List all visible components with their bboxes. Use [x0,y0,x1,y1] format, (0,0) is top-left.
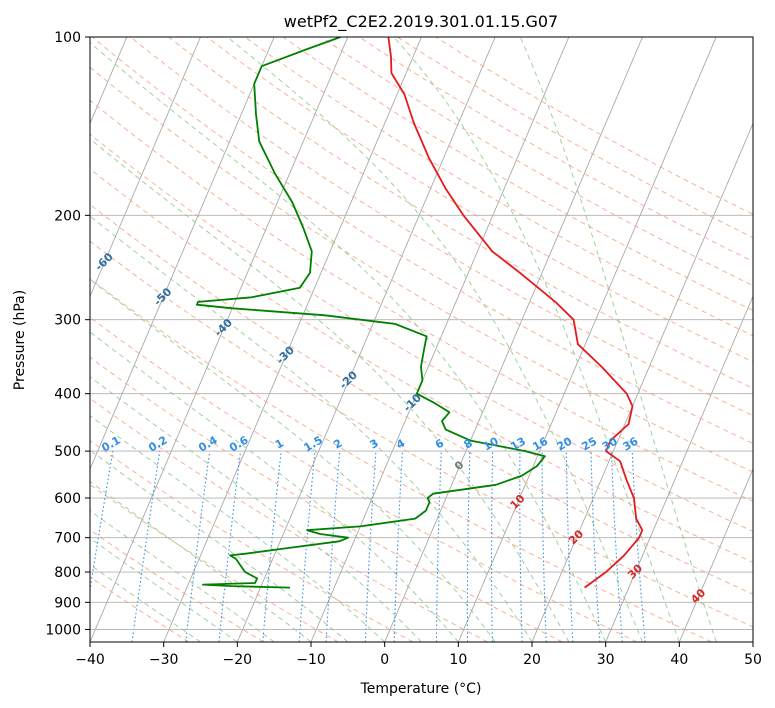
mixing-ratio-line [131,451,161,642]
dry-adiabat-line [282,37,753,312]
moist-adiabat-line [519,37,717,642]
y-tick-label: 800 [54,565,81,581]
isotherm-line [90,37,201,298]
dry-adiabat-line [90,278,712,642]
moist-adiabat-line [90,278,496,642]
mixing-ratio-line [90,451,114,594]
isotherm-line [678,468,753,642]
y-tick-label: 100 [54,30,81,46]
moist-adiabat-line [90,480,312,642]
mixing-ratio-line [185,451,211,642]
y-axis-label: Pressure (hPa) [12,290,28,390]
y-tick-label: 200 [54,208,81,224]
y-tick-label: 400 [54,387,81,403]
isotherm-line [605,295,753,642]
y-axis: 100 200 300 400 500 600 700 800 900 1000 [45,30,90,638]
dry-adiabat-line [90,66,753,473]
moist-adiabat-line [90,415,386,642]
dry-adiabat-line [90,483,339,642]
dry-adiabat-line [90,99,753,502]
moist-adiabat-line [90,215,533,642]
x-tick-label: 20 [523,652,541,668]
chart-title: wetPf2_C2E2.2019.301.01.15.G07 [284,12,558,32]
moist-adiabat-line [90,564,201,642]
dry-adiabat-line [206,37,753,363]
isotherm-line [384,37,643,642]
mixing-ratio-lines [90,451,646,642]
pressure-grid-lines [90,37,753,630]
mixing-ratio-line [218,451,242,642]
x-tick-label: −20 [223,652,253,668]
x-tick-label: −10 [296,652,326,668]
isotherm-line [163,37,422,642]
x-tick-label: 0 [380,652,389,668]
x-tick-label: −40 [75,652,105,668]
dry-adiabat-line [168,37,753,389]
x-tick-label: 10 [449,652,467,668]
moist-adiabat-line [90,331,459,642]
dry-adiabat-line [435,37,753,215]
plot-area: 0.10.20.40.611.52346810131620253036-100-… [90,37,753,642]
x-axis-label: Temperature (°C) [360,681,482,697]
y-tick-label: 300 [54,313,81,329]
x-tick-label: 40 [670,652,688,668]
profile-traces [196,37,644,589]
moist-adiabat-line [90,42,607,642]
y-tick-label: 1000 [45,622,81,638]
isotherm-line [531,122,753,642]
moist-adiabat-line [393,37,680,642]
dry-adiabat-line [130,37,753,417]
moist-adiabat-line [227,37,643,642]
dry-adiabat-line [90,440,414,642]
y-tick-label: 700 [54,531,81,547]
dry-adiabat-line [91,37,753,444]
y-tick-label: 600 [54,491,81,507]
plot-frame [89,36,754,643]
isotherm-line [457,37,717,642]
isotherm-line [90,37,275,471]
moist-adiabat-line [90,537,238,642]
moist-adiabat-line [90,376,422,642]
dry-adiabat-line [320,37,753,287]
dry-adiabat-line [90,133,753,533]
temperature-trace [387,37,644,589]
isotherm-line [236,37,496,642]
moist-adiabat-line [90,449,349,642]
x-tick-label: 30 [597,652,615,668]
y-tick-label: 900 [54,595,81,611]
dewpoint-trace [196,37,546,589]
x-axis: −40 −30 −20 −10 0 10 20 30 40 50 [75,642,762,668]
y-tick-label: 500 [54,444,81,460]
x-tick-label: 50 [744,652,762,668]
dry-adiabat-line [90,240,753,628]
x-tick-label: −30 [149,652,179,668]
